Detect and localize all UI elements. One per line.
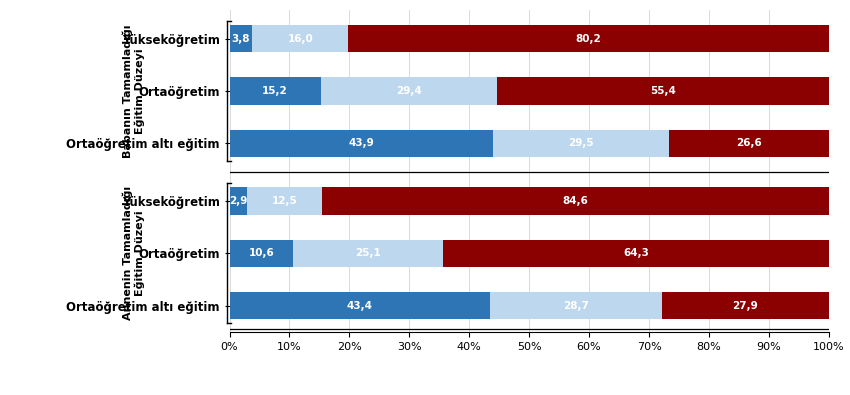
Text: 2,9: 2,9 (229, 196, 247, 206)
Text: 80,2: 80,2 (575, 34, 601, 44)
Bar (230, 77, 320, 105)
Text: Babanın Tamamladığı
Eğitim Düzeyi: Babanın Tamamladığı Eğitim Düzeyi (122, 24, 145, 158)
Bar (230, 130, 492, 157)
Text: 29,5: 29,5 (568, 138, 594, 149)
Text: 3,8: 3,8 (232, 34, 250, 44)
Text: 43,4: 43,4 (347, 301, 372, 310)
Bar (230, 25, 252, 52)
Bar (669, 130, 829, 157)
Bar (252, 25, 348, 52)
Text: 12,5: 12,5 (271, 196, 297, 206)
Text: 84,6: 84,6 (563, 196, 588, 206)
Bar (322, 187, 829, 214)
Text: 43,9: 43,9 (348, 138, 374, 149)
Bar (348, 25, 829, 52)
Text: 10,6: 10,6 (248, 248, 275, 258)
Text: 15,2: 15,2 (262, 86, 288, 96)
Text: 64,3: 64,3 (623, 248, 649, 258)
Bar (444, 240, 829, 267)
Text: 26,6: 26,6 (736, 138, 762, 149)
Text: 29,4: 29,4 (396, 86, 422, 96)
Bar (230, 292, 490, 319)
Text: 16,0: 16,0 (287, 34, 313, 44)
Bar (661, 292, 829, 319)
Text: 28,7: 28,7 (563, 301, 588, 310)
Bar (492, 130, 669, 157)
Bar (496, 77, 829, 105)
Bar (230, 240, 293, 267)
Bar (230, 187, 246, 214)
Text: Annenin Tamamladığı
Eğitim Düzeyi: Annenin Tamamladığı Eğitim Düzeyi (122, 186, 145, 320)
Bar (490, 292, 661, 319)
Bar (320, 77, 496, 105)
Text: 55,4: 55,4 (649, 86, 676, 96)
Bar (293, 240, 444, 267)
Text: 25,1: 25,1 (355, 248, 381, 258)
Text: 27,9: 27,9 (733, 301, 758, 310)
Bar (246, 187, 322, 214)
